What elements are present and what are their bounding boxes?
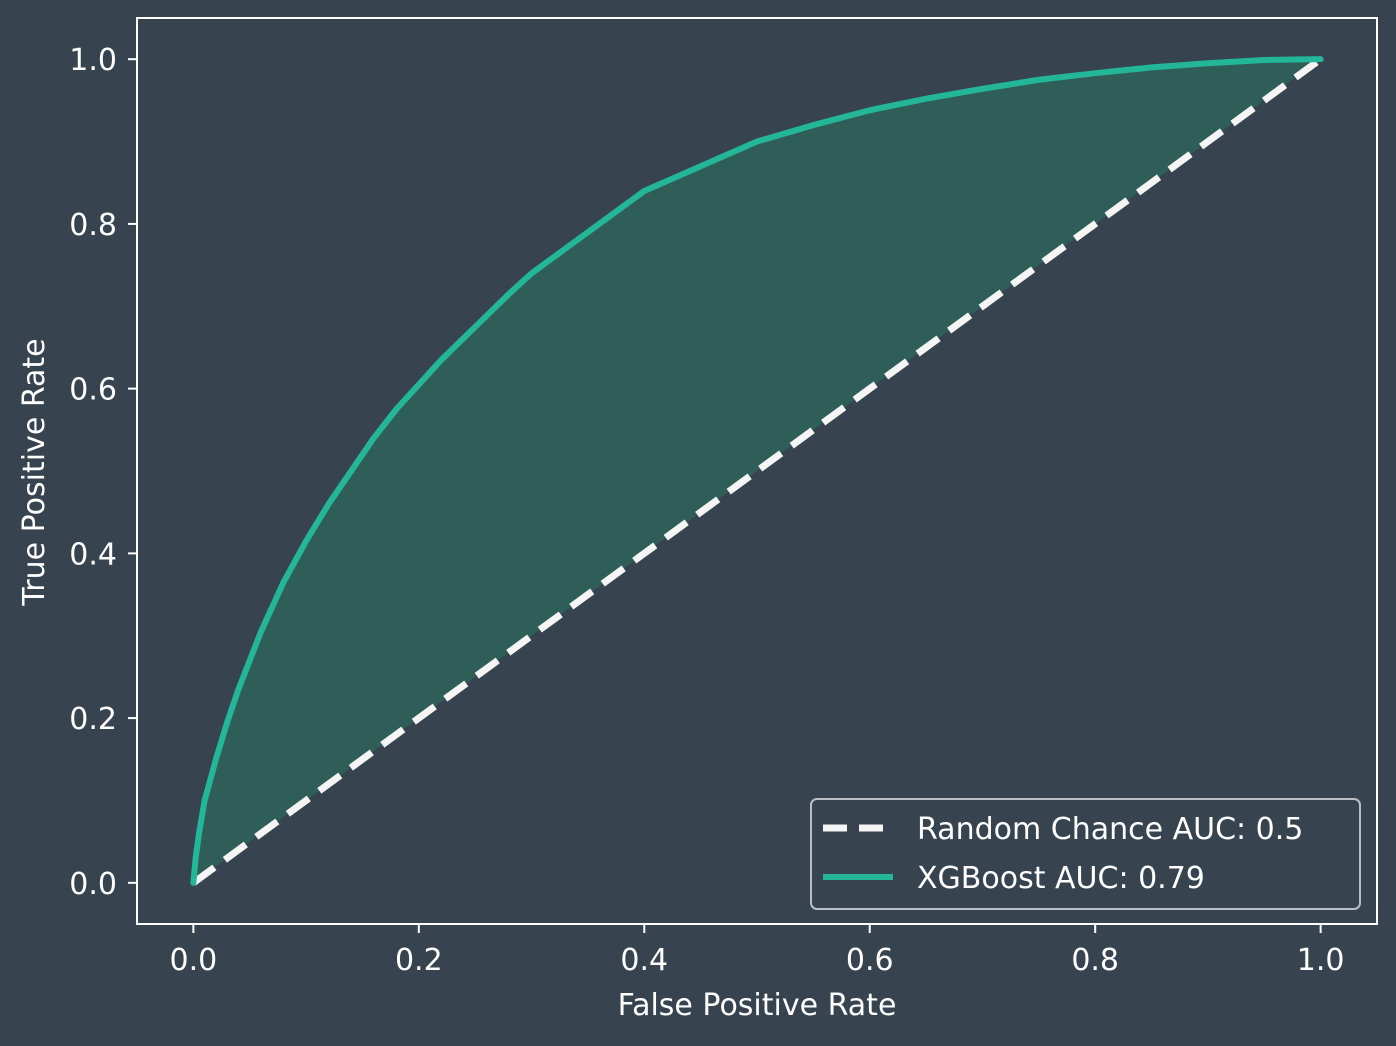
axes: 0.0 0.2 0.4 0.6 0.8 1.0 0.0 0.2 0.4 0.6 0.8 1.0 [69,17,1378,978]
auc-fill-area [193,59,1321,883]
legend-box [810,798,1361,910]
y-axis-label: True Positive Rate [17,338,52,606]
y-tick-label: 0.8 [69,208,117,243]
x-axis-label: False Positive Rate [618,988,897,1023]
y-tick-label: 0.0 [69,867,117,902]
y-tick-label: 0.2 [69,702,117,737]
x-tick-label: 0.0 [170,943,218,978]
x-tick-label: 0.4 [620,943,668,978]
y-tick-label: 0.4 [69,537,117,572]
legend-label: XGBoost AUC: 0.79 [917,861,1205,896]
plot-area [190,56,1324,886]
y-tick-label: 1.0 [69,43,117,78]
legend-label: Random Chance AUC: 0.5 [917,812,1303,847]
x-tick-label: 0.6 [846,943,894,978]
series-xgboost-roc-line [190,56,1324,886]
axes-frame [136,17,1378,925]
legend: Random Chance AUC: 0.5 XGBoost AUC: 0.79 [810,798,1361,910]
x-tick-label: 0.2 [395,943,443,978]
x-tick-label: 0.8 [1071,943,1119,978]
x-tick-label: 1.0 [1297,943,1345,978]
y-tick-label: 0.6 [69,373,117,408]
